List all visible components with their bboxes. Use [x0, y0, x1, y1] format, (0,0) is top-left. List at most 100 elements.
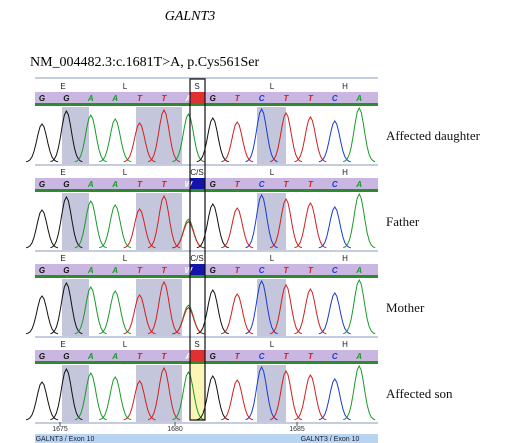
position-label: 1675 — [52, 426, 68, 433]
chromatogram-peak — [221, 122, 253, 162]
base-call: A — [111, 266, 118, 275]
chromatogram-peak — [26, 382, 58, 420]
figure: GALNT3 NM_004482.3:c.1681T>A, p.Cys561Se… — [0, 0, 518, 443]
base-row — [35, 264, 378, 275]
chromatogram-peak — [319, 379, 351, 420]
sample-label: Affected daughter — [386, 128, 481, 143]
trace-panel: ELSLHGGAATTAGTCTTCA — [26, 339, 378, 423]
quality-bar — [35, 275, 378, 278]
base-call: C — [332, 352, 338, 361]
base-call: C — [332, 180, 338, 189]
base-row — [35, 350, 378, 361]
chromatogram-peak — [99, 291, 131, 334]
quality-bar — [35, 103, 378, 106]
base-call: G — [210, 180, 216, 189]
base-call: A — [355, 266, 362, 275]
quality-bar — [35, 361, 378, 364]
chromatogram-peak — [294, 117, 326, 162]
sample-label: Father — [386, 214, 420, 229]
base-call: A — [111, 352, 118, 361]
amino-acid: E — [60, 340, 65, 349]
base-call: G — [39, 94, 45, 103]
base-call: A — [355, 352, 362, 361]
chromatogram-peak — [197, 118, 229, 162]
amino-acid: S — [194, 340, 199, 349]
amino-acid: L — [123, 340, 128, 349]
chromatogram-peak — [343, 108, 375, 162]
base-call: A — [87, 352, 94, 361]
variant-base-cell — [190, 178, 205, 189]
base-call: G — [210, 352, 216, 361]
amino-acid: H — [342, 340, 348, 349]
chromatogram-peak — [221, 380, 253, 420]
base-call: A — [87, 266, 94, 275]
chromatogram-peak — [343, 194, 375, 248]
chromatogram-peak — [26, 296, 58, 334]
amino-acid: S — [194, 82, 199, 91]
chromatogram-peak — [319, 121, 351, 162]
base-call: G — [210, 266, 216, 275]
amino-acid: L — [270, 340, 275, 349]
sample-label: Affected son — [386, 386, 453, 401]
chromatogram-peak — [99, 205, 131, 248]
gene-title: GALNT3 — [165, 9, 216, 24]
shaded-region — [136, 279, 182, 336]
amino-acid: L — [123, 82, 128, 91]
quality-bar — [35, 189, 378, 192]
amino-acid: H — [342, 82, 348, 91]
amino-acid: C/S — [190, 168, 203, 177]
base-call: C — [332, 266, 338, 275]
chromatogram-peak — [343, 366, 375, 420]
base-call: A — [355, 94, 362, 103]
variant-label: NM_004482.3:c.1681T>A, p.Cys561Ser — [30, 55, 260, 70]
shaded-region — [136, 107, 182, 164]
base-call: G — [63, 352, 69, 361]
position-label: 1685 — [289, 426, 305, 433]
base-call: G — [39, 352, 45, 361]
variant-base-cell — [190, 264, 205, 275]
chromatogram-peak — [99, 377, 131, 420]
amino-acid: E — [60, 168, 65, 177]
chromatogram-peak — [319, 293, 351, 334]
base-call: A — [111, 94, 118, 103]
base-call: G — [39, 180, 45, 189]
amino-acid: L — [270, 254, 275, 263]
base-call: C — [259, 94, 265, 103]
amino-acid: H — [342, 168, 348, 177]
amino-acid: H — [342, 254, 348, 263]
base-call: A — [87, 180, 94, 189]
base-call: C — [332, 94, 338, 103]
chromatogram-peak — [294, 203, 326, 248]
base-call: A — [87, 94, 94, 103]
amino-acid: L — [270, 82, 275, 91]
base-call: A — [355, 180, 362, 189]
amino-acid: L — [270, 168, 275, 177]
base-call: G — [63, 266, 69, 275]
amino-acid: E — [60, 254, 65, 263]
chromatogram-peak — [26, 210, 58, 248]
chromatogram-peak — [343, 280, 375, 334]
chromatogram-peak — [197, 204, 229, 248]
amino-acid: E — [60, 82, 65, 91]
amino-acid: L — [123, 254, 128, 263]
variant-base-cell — [190, 92, 205, 103]
base-row — [35, 92, 378, 103]
chromatogram-peak — [221, 294, 253, 334]
amino-acid: C/S — [190, 254, 203, 263]
chromatogram-peak — [294, 375, 326, 420]
base-call: C — [259, 352, 265, 361]
chromatogram-peak — [319, 207, 351, 248]
amino-acid: L — [123, 168, 128, 177]
chromatogram-peak — [221, 208, 253, 248]
base-call: C — [259, 266, 265, 275]
chromatogram-peak — [294, 289, 326, 334]
base-call: G — [63, 94, 69, 103]
position-label: 1680 — [167, 426, 183, 433]
base-call: G — [63, 180, 69, 189]
chromatogram-peak — [26, 124, 58, 162]
chromatogram-peak — [197, 290, 229, 334]
base-call: G — [210, 94, 216, 103]
base-row — [35, 178, 378, 189]
